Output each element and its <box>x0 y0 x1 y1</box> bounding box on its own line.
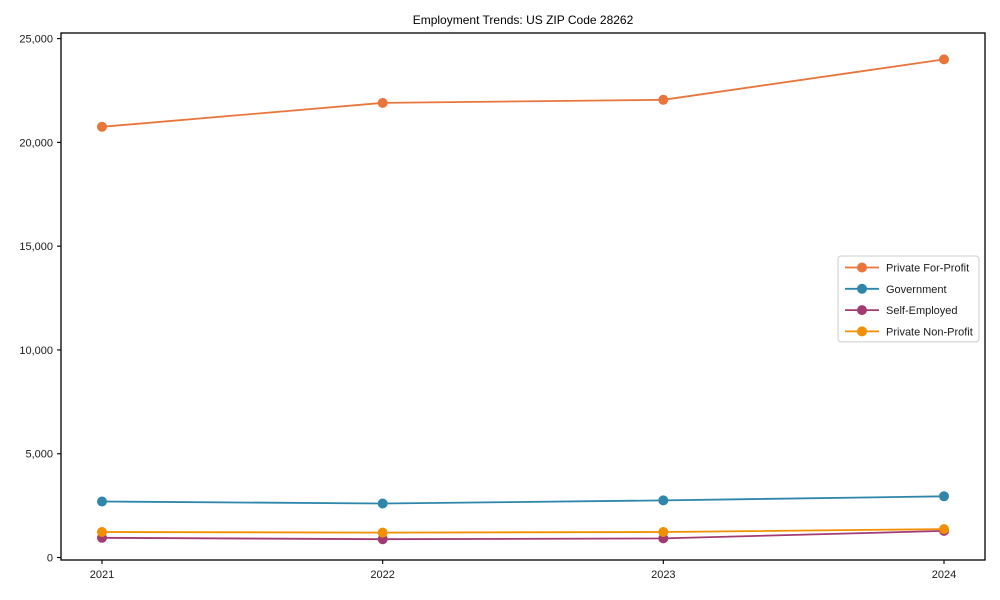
legend-marker-icon <box>857 326 867 337</box>
data-point-private-for-profit <box>97 121 107 132</box>
series-line-government <box>101 495 945 505</box>
legend-marker-icon <box>857 262 867 273</box>
data-point-private-non-profit <box>658 527 669 537</box>
data-point-private-non-profit <box>939 524 949 535</box>
data-point-government <box>658 495 669 506</box>
data-point-government <box>97 496 107 507</box>
plot-border <box>60 32 986 561</box>
y-tick-label: 10,000 <box>19 345 53 357</box>
data-point-private-for-profit <box>658 94 669 105</box>
legend-marker-icon <box>857 305 867 316</box>
data-point-private-for-profit <box>939 54 949 65</box>
legend-label: Private For-Profit <box>886 263 969 275</box>
legend-label: Private Non-Profit <box>886 326 973 338</box>
y-tick-label: 25,000 <box>19 34 53 46</box>
data-point-private-non-profit <box>377 527 388 538</box>
x-tick-label: 2021 <box>90 569 114 581</box>
y-tick-label: 20,000 <box>19 137 53 149</box>
legend-label: Self-Employed <box>886 305 958 317</box>
chart-title: Employment Trends: US ZIP Code 28262 <box>413 13 634 27</box>
series-line-self-employed <box>101 530 945 541</box>
data-point-government <box>377 498 388 509</box>
legend-item: Private Non-Profit <box>845 326 973 338</box>
series-layer <box>97 54 949 545</box>
x-tick-label: 2022 <box>370 569 394 581</box>
legend-marker-icon <box>857 283 867 294</box>
legend-item: Private For-Profit <box>845 262 969 275</box>
x-tick-label: 2024 <box>932 569 956 581</box>
y-tick-label: 15,000 <box>19 241 53 253</box>
x-tick-label: 2023 <box>651 569 675 581</box>
axes-layer: 0 5,000 10,000 15,000 20,000 25,000 2021 2022 20… <box>19 32 986 581</box>
y-tick-label: 5,000 <box>25 449 53 461</box>
data-point-private-non-profit <box>97 527 107 537</box>
data-point-government <box>939 491 949 502</box>
legend-label: Government <box>886 284 947 296</box>
legend-item: Government <box>845 283 947 296</box>
legend-box <box>837 255 980 343</box>
legend: Private For-Profit Government Self-Employe… <box>837 255 980 343</box>
y-tick-label: 0 <box>47 552 53 564</box>
series-line-private-non-profit <box>101 528 945 534</box>
series-line-private-for-profit <box>101 58 945 128</box>
data-point-private-for-profit <box>377 97 388 108</box>
legend-item: Self-Employed <box>845 305 958 317</box>
